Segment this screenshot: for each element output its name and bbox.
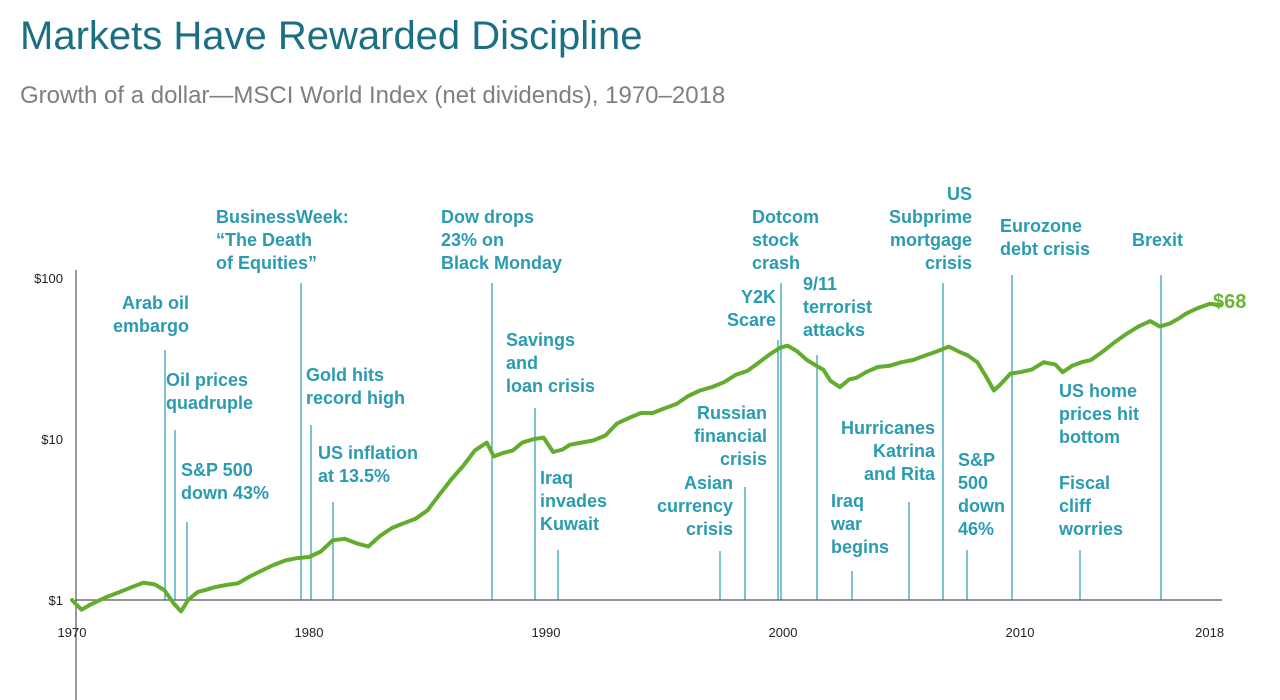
event-annotation-line: Fiscal — [1059, 473, 1110, 493]
event-annotation-line: 500 — [958, 473, 988, 493]
x-tick-label: 1980 — [295, 625, 324, 640]
event-annotation-line: 9/11 — [803, 274, 837, 294]
event-annotation-line: embargo — [113, 316, 189, 336]
event-annotation-line: of Equities” — [216, 253, 317, 273]
event-annotation-line: down — [958, 496, 1005, 516]
event-annotation-line: financial — [694, 426, 767, 446]
event-annotation-line: crisis — [720, 449, 767, 469]
event-annotation-line: debt crisis — [1000, 239, 1090, 259]
event-annotation: Gold hits record high — [306, 365, 405, 408]
x-tick-label: 1970 — [58, 625, 87, 640]
event-annotation-line: cliff — [1059, 496, 1092, 516]
event-annotation-line: Y2K — [741, 287, 776, 307]
x-tick-label: 2018 — [1195, 625, 1224, 640]
event-annotation-line: crisis — [686, 519, 733, 539]
event-annotation-line: Dow drops — [441, 207, 534, 227]
event-annotation: US Subprime mortgage crisis — [889, 184, 972, 273]
event-annotation-line: Arab oil — [122, 293, 189, 313]
event-annotation-line: down 43% — [181, 483, 269, 503]
event-annotation: Oil prices quadruple — [166, 370, 253, 413]
event-annotation-line: Savings — [506, 330, 575, 350]
event-annotation-line: US — [947, 184, 972, 204]
event-annotation: Dotcom stock crash — [752, 207, 819, 273]
event-annotation-line: record high — [306, 388, 405, 408]
event-annotation-line: BusinessWeek: — [216, 207, 349, 227]
event-annotation: Fiscal cliff worries — [1058, 473, 1123, 539]
growth-line — [70, 301, 1224, 614]
x-tick-label: 2000 — [769, 625, 798, 640]
event-annotation-line: quadruple — [166, 393, 253, 413]
event-annotation: Arab oil embargo — [113, 293, 189, 336]
event-annotation: US inflation at 13.5% — [318, 443, 418, 486]
event-annotation-line: Iraq — [831, 491, 864, 511]
event-annotation-line: stock — [752, 230, 800, 250]
event-annotation: S&P 500 down 46% — [958, 450, 1005, 539]
event-annotation-line: Kuwait — [540, 514, 599, 534]
event-annotation-line: begins — [831, 537, 889, 557]
event-annotation-line: currency — [657, 496, 733, 516]
chart-subtitle: Growth of a dollar—MSCI World Index (net… — [20, 82, 726, 109]
event-annotation-line: prices hit — [1059, 404, 1139, 424]
event-annotation-line: Asian — [684, 473, 733, 493]
event-annotation-line: Oil prices — [166, 370, 248, 390]
y-tick-label: $100 — [34, 271, 63, 286]
event-annotation-line: terrorist — [803, 297, 872, 317]
event-annotation-line: crisis — [925, 253, 972, 273]
event-annotation-line: 23% on — [441, 230, 504, 250]
event-annotation-line: war — [830, 514, 862, 534]
event-annotation-line: and — [506, 353, 538, 373]
end-value-label: $68 — [1213, 291, 1246, 313]
event-annotation-line: worries — [1058, 519, 1123, 539]
chart-title: Markets Have Rewarded Discipline — [20, 14, 643, 58]
event-annotation: Savings and loan crisis — [506, 330, 595, 396]
event-annotation: Asian currency crisis — [657, 473, 733, 539]
event-annotation-line: Katrina — [873, 441, 936, 461]
event-annotation-line: and Rita — [864, 464, 936, 484]
event-annotation-line: crash — [752, 253, 800, 273]
event-annotation-line: loan crisis — [506, 376, 595, 396]
event-annotation-line: at 13.5% — [318, 466, 390, 486]
event-annotation: 9/11 terrorist attacks — [803, 274, 872, 340]
event-annotation-line: attacks — [803, 320, 865, 340]
event-annotation-line: Hurricanes — [841, 418, 935, 438]
event-annotation: Y2K Scare — [727, 287, 776, 330]
event-annotation: Dow drops 23% on Black Monday — [441, 207, 562, 273]
event-annotation-line: “The Death — [216, 230, 312, 250]
event-annotation-line: 46% — [958, 519, 994, 539]
event-annotation: Hurricanes Katrina and Rita — [841, 418, 936, 484]
y-tick-label: $10 — [41, 432, 63, 447]
event-annotation-line: invades — [540, 491, 607, 511]
event-annotation-line: Gold hits — [306, 365, 384, 385]
event-annotation: S&P 500 down 43% — [181, 460, 269, 503]
event-lines — [164, 275, 1162, 600]
event-annotation-line: US inflation — [318, 443, 418, 463]
event-annotation-line: US home — [1059, 381, 1137, 401]
axes: $1 $10 $100 1970 1980 1990 2000 2010 2018 — [34, 270, 1224, 700]
event-annotation-line: Iraq — [540, 468, 573, 488]
event-annotation-line: Subprime — [889, 207, 972, 227]
event-annotation: Iraq invades Kuwait — [540, 468, 607, 534]
y-tick-label: $1 — [49, 593, 63, 608]
x-tick-label: 1990 — [532, 625, 561, 640]
x-tick-label: 2010 — [1006, 625, 1035, 640]
event-annotation: Brexit — [1132, 230, 1183, 250]
event-annotation-line: S&P 500 — [181, 460, 253, 480]
event-annotation: US home prices hit bottom — [1059, 381, 1139, 447]
event-annotation-line: Black Monday — [441, 253, 562, 273]
event-annotation-line: Eurozone — [1000, 216, 1082, 236]
event-annotation-line: Brexit — [1132, 230, 1183, 250]
event-annotation-line: Scare — [727, 310, 776, 330]
event-annotation: Russian financial crisis — [694, 403, 767, 469]
event-annotation-line: S&P — [958, 450, 995, 470]
event-annotation: BusinessWeek: “The Death of Equities” — [216, 207, 349, 273]
event-annotation-line: Dotcom — [752, 207, 819, 227]
event-annotation: Eurozone debt crisis — [1000, 216, 1090, 259]
event-annotation-line: bottom — [1059, 427, 1120, 447]
event-annotation-line: Russian — [697, 403, 767, 423]
series: $68 — [70, 291, 1246, 614]
event-annotation-line: mortgage — [890, 230, 972, 250]
annotations: Arab oil embargo Oil prices quadruple S&P 50… — [113, 184, 1183, 557]
event-annotation: Iraq war begins — [830, 491, 889, 557]
